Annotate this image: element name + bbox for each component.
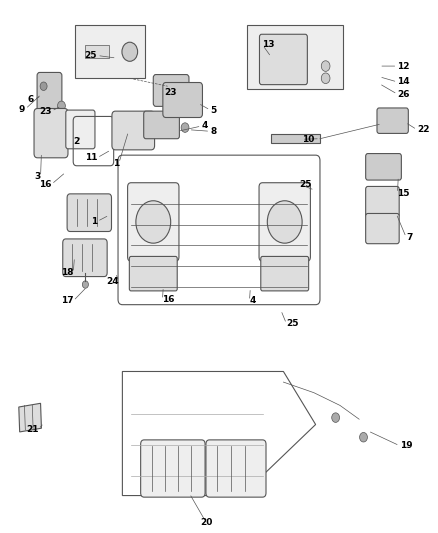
Circle shape — [57, 101, 65, 111]
Circle shape — [184, 85, 193, 95]
FancyBboxPatch shape — [259, 183, 311, 261]
Text: 24: 24 — [106, 277, 119, 286]
Bar — [247, 25, 343, 89]
FancyBboxPatch shape — [141, 440, 205, 497]
Text: 4: 4 — [201, 122, 208, 131]
FancyBboxPatch shape — [163, 83, 202, 117]
Bar — [75, 25, 145, 78]
Text: 1: 1 — [113, 159, 119, 167]
Circle shape — [321, 61, 330, 71]
FancyBboxPatch shape — [37, 72, 62, 117]
FancyBboxPatch shape — [34, 109, 68, 158]
Text: 5: 5 — [210, 106, 216, 115]
Text: 22: 22 — [417, 125, 430, 134]
Text: 25: 25 — [85, 51, 97, 60]
Text: 11: 11 — [85, 154, 97, 163]
Circle shape — [332, 413, 339, 422]
Text: 2: 2 — [74, 138, 80, 147]
FancyBboxPatch shape — [366, 187, 399, 217]
Text: 17: 17 — [60, 296, 73, 305]
FancyBboxPatch shape — [129, 256, 177, 291]
FancyBboxPatch shape — [261, 256, 309, 291]
Bar — [271, 134, 320, 143]
Circle shape — [360, 432, 367, 442]
Bar — [85, 45, 110, 58]
Text: 23: 23 — [39, 107, 51, 116]
Text: 8: 8 — [210, 127, 216, 136]
FancyBboxPatch shape — [63, 239, 107, 277]
Text: 19: 19 — [399, 441, 412, 450]
Text: 12: 12 — [397, 62, 410, 70]
Text: 6: 6 — [28, 95, 34, 104]
Circle shape — [321, 73, 330, 84]
FancyBboxPatch shape — [67, 194, 112, 231]
FancyBboxPatch shape — [377, 108, 408, 133]
Text: 10: 10 — [302, 135, 314, 144]
FancyBboxPatch shape — [66, 110, 95, 149]
Circle shape — [122, 42, 138, 61]
Circle shape — [136, 201, 171, 243]
Text: 21: 21 — [26, 425, 39, 434]
FancyBboxPatch shape — [366, 154, 401, 180]
FancyBboxPatch shape — [153, 75, 189, 107]
Text: 16: 16 — [162, 295, 175, 304]
Text: 13: 13 — [262, 41, 275, 50]
Text: 16: 16 — [39, 180, 51, 189]
FancyBboxPatch shape — [259, 34, 307, 85]
Text: 4: 4 — [250, 296, 256, 305]
Text: 25: 25 — [300, 180, 312, 189]
Text: 25: 25 — [286, 319, 299, 328]
Text: 14: 14 — [397, 77, 410, 86]
Text: 7: 7 — [406, 233, 413, 242]
Text: 9: 9 — [19, 104, 25, 114]
Circle shape — [82, 281, 88, 288]
Text: 26: 26 — [397, 90, 410, 99]
Circle shape — [181, 123, 189, 132]
Text: 15: 15 — [397, 189, 410, 198]
Text: 20: 20 — [200, 518, 212, 527]
FancyBboxPatch shape — [144, 111, 180, 139]
Polygon shape — [19, 403, 42, 432]
FancyBboxPatch shape — [366, 214, 399, 244]
FancyBboxPatch shape — [206, 440, 266, 497]
Text: 18: 18 — [61, 268, 73, 277]
FancyBboxPatch shape — [112, 111, 155, 150]
FancyBboxPatch shape — [127, 183, 179, 261]
Text: 3: 3 — [34, 172, 41, 181]
Text: 1: 1 — [91, 217, 97, 226]
Circle shape — [267, 201, 302, 243]
Circle shape — [40, 82, 47, 91]
Text: 23: 23 — [165, 88, 177, 97]
